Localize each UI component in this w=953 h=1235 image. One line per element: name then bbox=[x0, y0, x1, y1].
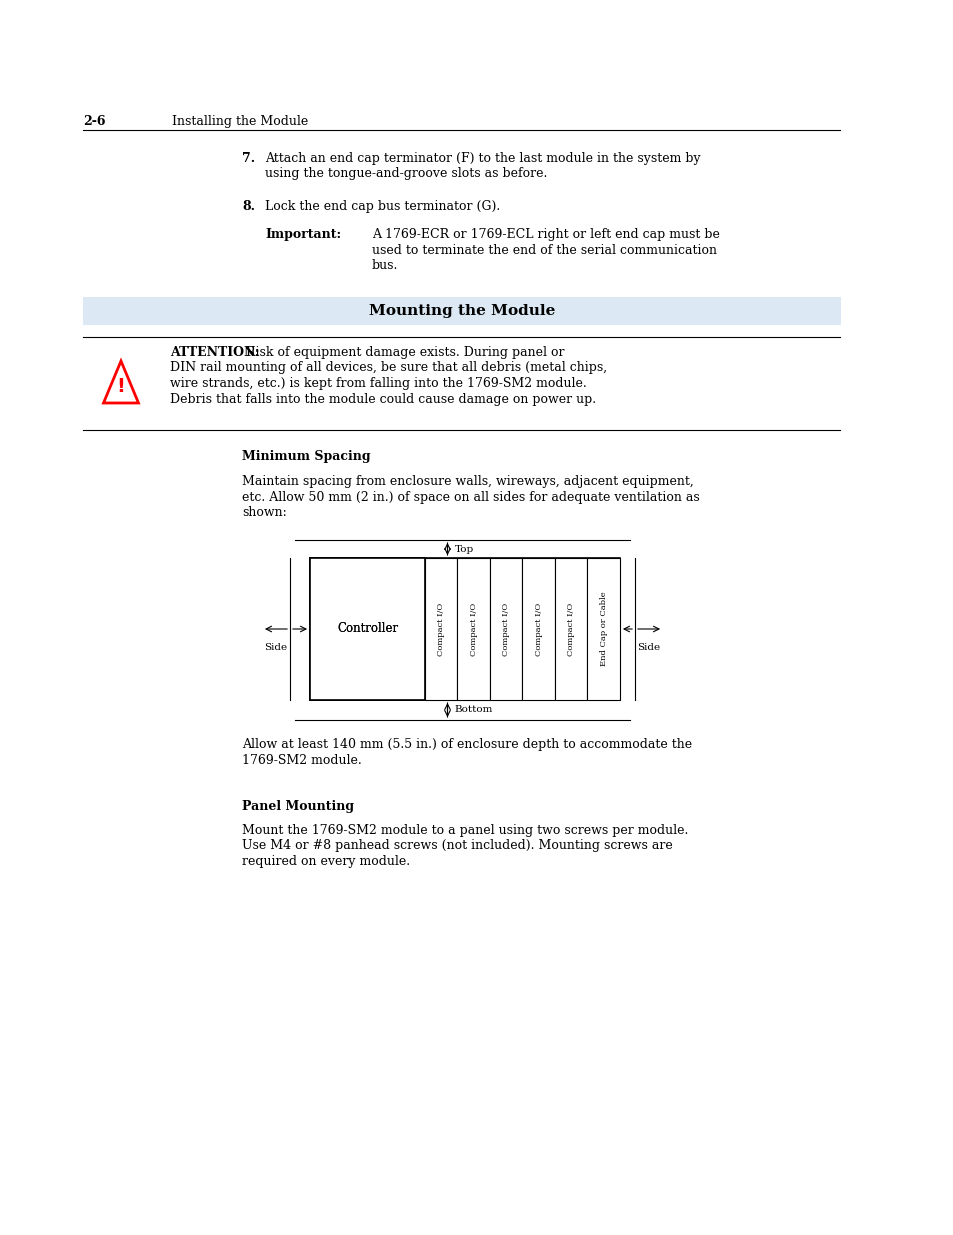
Bar bbox=[310, 558, 424, 700]
Text: shown:: shown: bbox=[242, 506, 287, 519]
Text: 2-6: 2-6 bbox=[83, 115, 106, 128]
Text: Compact I/O: Compact I/O bbox=[501, 603, 510, 656]
Text: required on every module.: required on every module. bbox=[242, 855, 410, 868]
Text: Allow at least 140 mm (5.5 in.) of enclosure depth to accommodate the: Allow at least 140 mm (5.5 in.) of enclo… bbox=[242, 739, 691, 751]
Text: Important:: Important: bbox=[265, 228, 341, 241]
Text: ATTENTION:: ATTENTION: bbox=[170, 346, 259, 359]
Bar bbox=[83, 296, 841, 325]
Text: used to terminate the end of the serial communication: used to terminate the end of the serial … bbox=[372, 243, 717, 257]
Text: Mounting the Module: Mounting the Module bbox=[369, 304, 555, 317]
Bar bbox=[555, 558, 587, 700]
Text: bus.: bus. bbox=[372, 259, 398, 272]
Bar bbox=[490, 558, 522, 700]
Bar bbox=[522, 558, 555, 700]
Text: Minimum Spacing: Minimum Spacing bbox=[242, 450, 370, 463]
Text: Side: Side bbox=[637, 643, 659, 652]
Text: Installing the Module: Installing the Module bbox=[172, 115, 308, 128]
Text: !: ! bbox=[116, 378, 125, 396]
Polygon shape bbox=[103, 361, 138, 403]
Text: Top: Top bbox=[454, 545, 474, 553]
Text: Risk of equipment damage exists. During panel or: Risk of equipment damage exists. During … bbox=[242, 346, 564, 359]
Text: Compact I/O: Compact I/O bbox=[436, 603, 445, 656]
Text: 1769-SM2 module.: 1769-SM2 module. bbox=[242, 753, 361, 767]
Text: End Cap or Cable: End Cap or Cable bbox=[599, 592, 607, 667]
Text: Controller: Controller bbox=[336, 622, 397, 636]
Text: DIN rail mounting of all devices, be sure that all debris (metal chips,: DIN rail mounting of all devices, be sur… bbox=[170, 362, 606, 374]
Text: Panel Mounting: Panel Mounting bbox=[242, 800, 354, 813]
Bar bbox=[457, 558, 490, 700]
Bar bbox=[424, 558, 457, 700]
Text: Use M4 or #8 panhead screws (not included). Mounting screws are: Use M4 or #8 panhead screws (not include… bbox=[242, 840, 672, 852]
Text: Attach an end cap terminator (F) to the last module in the system by
using the t: Attach an end cap terminator (F) to the … bbox=[265, 152, 700, 180]
Text: Compact I/O: Compact I/O bbox=[469, 603, 477, 656]
Bar bbox=[310, 558, 619, 700]
Text: wire strands, etc.) is kept from falling into the 1769-SM2 module.: wire strands, etc.) is kept from falling… bbox=[170, 377, 586, 390]
Text: Mount the 1769-SM2 module to a panel using two screws per module.: Mount the 1769-SM2 module to a panel usi… bbox=[242, 824, 688, 837]
Text: Maintain spacing from enclosure walls, wireways, adjacent equipment,: Maintain spacing from enclosure walls, w… bbox=[242, 475, 693, 488]
Text: Side: Side bbox=[264, 643, 287, 652]
Text: A 1769-ECR or 1769-ECL right or left end cap must be: A 1769-ECR or 1769-ECL right or left end… bbox=[372, 228, 720, 241]
Text: Compact I/O: Compact I/O bbox=[567, 603, 575, 656]
Text: etc. Allow 50 mm (2 in.) of space on all sides for adequate ventilation as: etc. Allow 50 mm (2 in.) of space on all… bbox=[242, 490, 699, 504]
Text: 7.: 7. bbox=[242, 152, 254, 165]
Bar bbox=[310, 558, 424, 700]
Bar bbox=[587, 558, 619, 700]
Text: 8.: 8. bbox=[242, 200, 254, 212]
Text: Debris that falls into the module could cause damage on power up.: Debris that falls into the module could … bbox=[170, 393, 596, 405]
Text: Compact I/O: Compact I/O bbox=[535, 603, 542, 656]
Text: Controller: Controller bbox=[336, 622, 397, 636]
Text: Bottom: Bottom bbox=[454, 705, 493, 715]
Text: Lock the end cap bus terminator (G).: Lock the end cap bus terminator (G). bbox=[265, 200, 499, 212]
